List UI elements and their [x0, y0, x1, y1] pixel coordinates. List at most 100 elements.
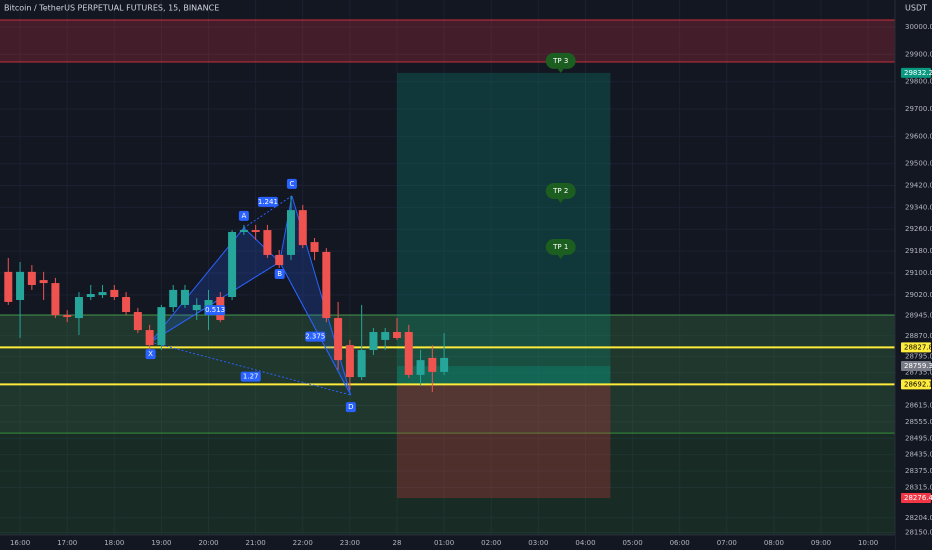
price-axis — [895, 0, 932, 550]
x-tick-label: 21:00 — [246, 539, 266, 547]
candle-body — [157, 307, 166, 346]
pattern-point-box — [345, 402, 356, 413]
candle-body — [228, 231, 237, 298]
pattern-ratio: 1.27 — [240, 371, 261, 382]
pattern-point-box — [274, 269, 285, 280]
y-tick-label: 28945.0 — [905, 311, 932, 319]
pattern-ratio-box — [205, 305, 226, 316]
candle-body — [440, 357, 449, 372]
price-tag-label: 28827.8 — [904, 343, 932, 351]
candle-body — [298, 210, 307, 246]
candle-body — [27, 271, 36, 285]
candle-body — [86, 294, 95, 298]
candle-body — [239, 230, 248, 232]
pattern-point: B — [274, 269, 285, 280]
pattern-triangle — [279, 195, 352, 396]
x-tick-label: 07:00 — [717, 539, 737, 547]
x-tick-label: 03:00 — [528, 539, 548, 547]
candle-body — [133, 312, 142, 331]
pattern-ratio-line — [243, 195, 293, 229]
x-tick-label: 23:00 — [340, 539, 360, 547]
candle-body — [357, 350, 366, 378]
candle-body — [334, 318, 343, 361]
pattern-ratio: 1.241 — [257, 196, 278, 207]
candle-body — [63, 315, 72, 317]
pattern-point-box — [238, 210, 249, 221]
y-tick-label: 29260.0 — [905, 225, 932, 233]
candle-body — [310, 242, 319, 252]
x-tick-label: 09:00 — [811, 539, 831, 547]
candle-body — [392, 331, 401, 338]
candle-body — [39, 280, 48, 284]
pattern-ratio-line — [279, 261, 352, 396]
pattern-ratio-line — [150, 341, 351, 396]
candle-body — [145, 330, 154, 346]
candle-body — [369, 331, 378, 351]
candle-body — [263, 230, 272, 255]
x-tick-label: 08:00 — [764, 539, 784, 547]
pattern-ratio-box — [240, 371, 261, 382]
pattern-ratio-line — [150, 261, 280, 343]
pattern-point-box — [286, 178, 297, 189]
price-tag-label: 28276.4 — [904, 494, 932, 502]
x-tick-label: 20:00 — [198, 539, 218, 547]
candle-body — [122, 297, 131, 313]
candle-body — [16, 271, 25, 301]
y-tick-label: 28870.0 — [905, 332, 932, 340]
target-label: TP 2 — [552, 187, 568, 195]
x-tick-label: 22:00 — [293, 539, 313, 547]
position-loss — [396, 384, 611, 499]
pattern-point-label: B — [277, 270, 282, 278]
pattern-point: X — [145, 349, 156, 360]
y-tick-label: 28150.0 — [905, 529, 932, 537]
x-tick-label: 10:00 — [858, 539, 878, 547]
target-bubble — [545, 182, 576, 199]
pattern-point: C — [286, 178, 297, 189]
x-tick-label: 06:00 — [670, 539, 690, 547]
candle-body — [251, 230, 260, 232]
price-tag-label: 28759.3 — [904, 362, 932, 370]
candle-body — [286, 210, 295, 255]
pattern-ratio-box — [305, 331, 326, 342]
y-tick-label: 28495.0 — [905, 434, 932, 442]
pattern-point-label: X — [148, 350, 153, 358]
pattern-point-label: A — [241, 212, 246, 220]
pattern-point-label: C — [289, 180, 294, 188]
y-tick-label: 29700.0 — [905, 105, 932, 113]
price-tag — [901, 493, 931, 504]
y-tick-label: 29020.0 — [905, 291, 932, 299]
x-tick-label: 18:00 — [104, 539, 124, 547]
candle-body — [110, 289, 119, 298]
candle-body — [428, 357, 437, 372]
pattern-triangle — [150, 227, 281, 343]
pattern-ratio: 2.375 — [305, 331, 326, 342]
price-tag — [901, 379, 931, 390]
pattern-ratio-box — [257, 196, 278, 207]
pattern-ratio-label: 2.375 — [305, 333, 325, 341]
y-tick-label: 28375.0 — [905, 467, 932, 475]
candle-body — [74, 297, 83, 319]
y-tick-label: 29900.0 — [905, 50, 932, 58]
target-pointer — [557, 198, 564, 203]
pattern-ratio-label: 0.513 — [205, 306, 225, 314]
x-tick-label: 02:00 — [481, 539, 501, 547]
target: TP 1 — [545, 239, 576, 260]
pattern-ratio: 0.513 — [205, 305, 226, 316]
candle-body — [51, 283, 60, 316]
x-tick-label: 17:00 — [57, 539, 77, 547]
zone — [0, 19, 895, 63]
candle-body — [345, 345, 354, 378]
chart-title: Bitcoin / TetherUS PERPETUAL FUTURES, 15… — [4, 4, 219, 13]
target-bubble — [545, 239, 576, 256]
pattern-point: D — [345, 402, 356, 413]
y-tick-label: 29600.0 — [905, 132, 932, 140]
y-tick-label: 29100.0 — [905, 269, 932, 277]
y-tick-label: 29500.0 — [905, 160, 932, 168]
candle-body — [275, 254, 284, 266]
candle-body — [180, 289, 189, 305]
y-tick-label: 29340.0 — [905, 203, 932, 211]
time-axis — [0, 535, 895, 550]
y-tick-label: 28735.0 — [905, 369, 932, 377]
price-tag — [901, 342, 931, 353]
y-tick-label: 29180.0 — [905, 247, 932, 255]
